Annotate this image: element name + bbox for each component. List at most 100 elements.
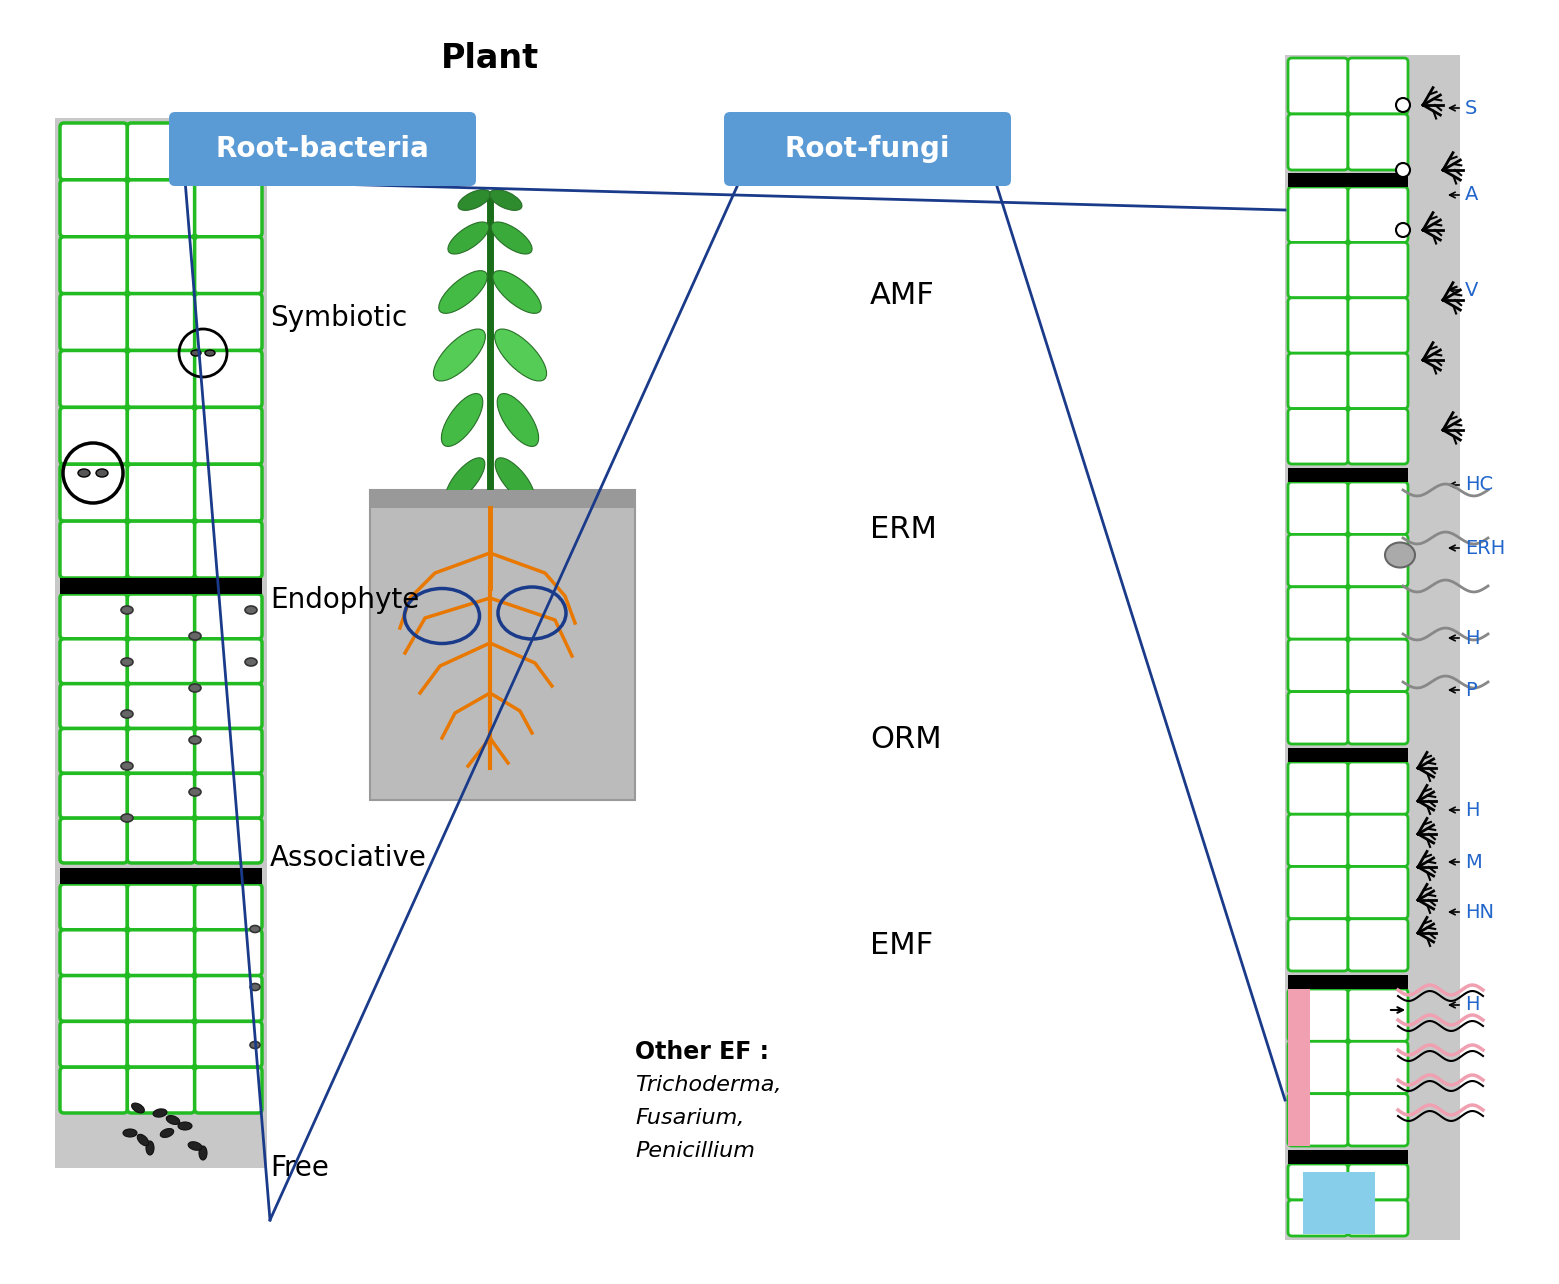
Text: HC: HC [1465,475,1494,494]
Text: V: V [1465,280,1478,299]
FancyBboxPatch shape [1349,1165,1408,1201]
FancyBboxPatch shape [1288,989,1349,1041]
Text: Root-fungi: Root-fungi [784,135,951,163]
FancyBboxPatch shape [195,683,262,728]
Text: A: A [1465,185,1478,204]
FancyBboxPatch shape [59,465,128,521]
FancyBboxPatch shape [128,818,195,863]
FancyBboxPatch shape [1288,187,1349,243]
FancyBboxPatch shape [1349,243,1408,298]
FancyBboxPatch shape [1288,639,1349,692]
Circle shape [1395,223,1409,238]
Ellipse shape [167,1116,179,1125]
FancyBboxPatch shape [1288,298,1349,353]
FancyBboxPatch shape [195,818,262,863]
FancyBboxPatch shape [59,294,128,351]
FancyBboxPatch shape [195,123,262,180]
Ellipse shape [249,984,260,990]
Text: H: H [1465,995,1479,1014]
FancyBboxPatch shape [128,465,195,521]
Ellipse shape [249,1041,260,1049]
FancyBboxPatch shape [59,883,128,930]
FancyBboxPatch shape [1288,814,1349,867]
Text: Trichoderma,: Trichoderma, [635,1075,781,1095]
Ellipse shape [131,1103,145,1113]
Circle shape [1395,163,1409,177]
Text: Free: Free [270,1154,329,1183]
Ellipse shape [496,458,535,502]
Ellipse shape [147,1141,154,1156]
FancyBboxPatch shape [195,930,262,976]
FancyBboxPatch shape [1288,408,1349,464]
FancyBboxPatch shape [128,180,195,236]
FancyBboxPatch shape [195,180,262,236]
Ellipse shape [491,222,532,254]
FancyBboxPatch shape [1288,243,1349,298]
FancyBboxPatch shape [128,351,195,407]
FancyBboxPatch shape [59,236,128,294]
FancyBboxPatch shape [1349,761,1408,814]
FancyBboxPatch shape [59,639,128,683]
Text: AMF: AMF [870,280,935,309]
FancyBboxPatch shape [1349,408,1408,464]
FancyBboxPatch shape [1288,692,1349,743]
Text: P: P [1465,681,1476,700]
Ellipse shape [178,1122,192,1130]
Text: Associative: Associative [270,844,427,872]
FancyBboxPatch shape [1288,761,1349,814]
Text: Symbiotic: Symbiotic [270,304,407,333]
Ellipse shape [161,1129,173,1138]
Ellipse shape [245,606,257,614]
Ellipse shape [122,814,133,822]
FancyBboxPatch shape [1288,587,1349,639]
FancyBboxPatch shape [195,976,262,1021]
Ellipse shape [137,1134,148,1145]
FancyBboxPatch shape [195,236,262,294]
FancyBboxPatch shape [59,180,128,236]
Ellipse shape [122,657,133,666]
Ellipse shape [97,469,108,476]
FancyBboxPatch shape [1349,692,1408,743]
Ellipse shape [123,1129,137,1138]
Ellipse shape [78,469,90,476]
Bar [59,868,262,883]
FancyBboxPatch shape [128,930,195,976]
Ellipse shape [494,329,547,381]
FancyBboxPatch shape [59,773,128,818]
Ellipse shape [122,761,133,770]
Text: ORM: ORM [870,725,942,755]
FancyBboxPatch shape [1349,353,1408,408]
FancyBboxPatch shape [195,407,262,465]
FancyBboxPatch shape [1349,639,1408,692]
Bar [1288,467,1408,482]
Ellipse shape [438,271,488,313]
FancyBboxPatch shape [1349,1201,1408,1236]
FancyBboxPatch shape [1349,1041,1408,1094]
Text: M: M [1465,853,1481,872]
FancyBboxPatch shape [1349,587,1408,639]
FancyBboxPatch shape [128,236,195,294]
FancyBboxPatch shape [1349,482,1408,534]
Bar [1288,975,1408,989]
FancyBboxPatch shape [59,1021,128,1067]
Ellipse shape [249,926,260,932]
FancyBboxPatch shape [128,683,195,728]
Ellipse shape [200,1147,207,1159]
Circle shape [1395,98,1409,112]
Ellipse shape [1384,543,1416,568]
Text: H: H [1465,800,1479,819]
FancyBboxPatch shape [1349,1094,1408,1147]
FancyBboxPatch shape [128,407,195,465]
Text: ERM: ERM [870,515,937,544]
Ellipse shape [497,393,538,447]
Ellipse shape [446,458,485,502]
Bar [1303,1172,1375,1234]
FancyBboxPatch shape [1288,1094,1349,1147]
FancyBboxPatch shape [128,639,195,683]
Text: Fusarium,: Fusarium, [635,1108,744,1129]
FancyBboxPatch shape [195,594,262,639]
Ellipse shape [493,271,541,313]
Ellipse shape [122,710,133,718]
FancyBboxPatch shape [128,123,195,180]
FancyBboxPatch shape [195,773,262,818]
